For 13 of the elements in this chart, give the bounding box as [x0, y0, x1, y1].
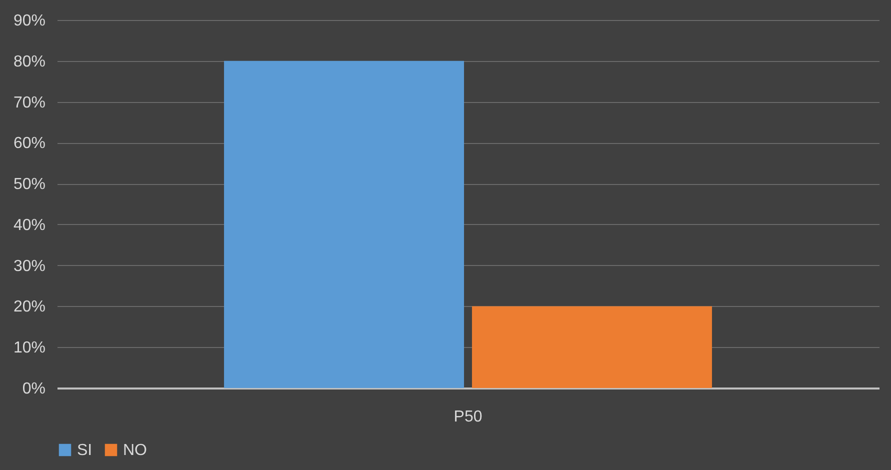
legend-label: SI [77, 442, 92, 459]
y-tick-label: 50% [13, 176, 46, 194]
y-tick-label: 70% [13, 94, 46, 112]
legend-label: NO [123, 442, 147, 459]
y-tick-label: 30% [13, 258, 46, 275]
y-tick-label: 90% [13, 12, 46, 30]
x-tick-label: P50 [454, 408, 482, 426]
y-tick-label: 40% [13, 216, 46, 234]
y-tick-label: 60% [13, 135, 46, 152]
y-tick-label: 0% [22, 380, 46, 398]
y-tick-label: 80% [13, 53, 46, 70]
y-tick-label: 10% [13, 340, 46, 357]
y-tick-label: 20% [13, 298, 46, 316]
